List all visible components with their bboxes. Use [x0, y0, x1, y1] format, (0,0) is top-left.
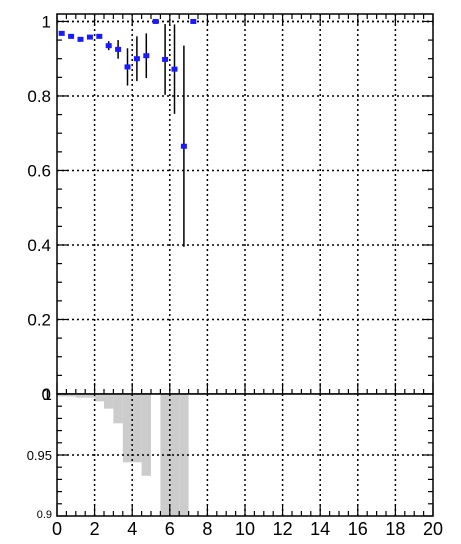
x-tick-label: 12 — [273, 519, 293, 539]
data-point — [152, 18, 159, 24]
shaded-bin — [66, 394, 76, 397]
shaded-bin — [122, 394, 133, 463]
x-tick-label: 2 — [90, 519, 100, 539]
y-tick-label: 0.9 — [37, 509, 52, 521]
shaded-bin — [132, 394, 142, 463]
data-point — [143, 53, 150, 59]
shaded-bin — [75, 394, 86, 398]
shaded-bin — [169, 394, 180, 516]
data-point — [180, 143, 187, 149]
bottom-plot-frame — [56, 393, 434, 517]
shaded-bin — [57, 394, 67, 397]
y-tick-label: 1 — [43, 385, 52, 404]
x-tick-label: 6 — [165, 519, 175, 539]
y-tick-label: 0.6 — [27, 161, 51, 180]
shaded-bin — [85, 394, 95, 398]
x-tick-label: 18 — [385, 519, 405, 539]
data-point — [96, 33, 103, 39]
data-point — [68, 33, 75, 39]
shaded-bin — [94, 394, 104, 402]
x-tick-label: 20 — [423, 519, 443, 539]
x-tick-label: 16 — [348, 519, 368, 539]
x-tick-label: 10 — [235, 519, 255, 539]
data-point — [162, 56, 169, 62]
x-tick-label: 8 — [202, 519, 212, 539]
data-point — [105, 43, 112, 49]
y-tick-label: 0.4 — [27, 236, 51, 255]
shaded-bin — [160, 394, 170, 516]
data-point — [86, 34, 93, 40]
x-tick-label: 4 — [127, 519, 137, 539]
top-panel: 0 0.2 0.4 0.6 0.8 1 — [27, 12, 434, 404]
data-point — [171, 66, 178, 72]
x-tick-label: 0 — [52, 519, 62, 539]
shaded-bin — [113, 394, 123, 424]
y-tick-label: 0.95 — [27, 448, 52, 463]
bottom-panel: 0.9 0.95 1 0 2 4 6 8 10 12 14 16 18 20 — [27, 385, 443, 539]
data-point — [115, 46, 122, 52]
y-tick-label: 0.8 — [27, 87, 51, 106]
data-point — [58, 30, 65, 36]
data-point — [124, 64, 131, 70]
data-point — [133, 56, 140, 62]
shaded-bin — [141, 394, 151, 476]
y-tick-label: 1 — [42, 12, 51, 31]
shaded-bin — [104, 394, 114, 409]
data-point — [77, 36, 84, 42]
data-point — [190, 18, 197, 24]
x-tick-label: 14 — [310, 519, 330, 539]
y-tick-label: 0.2 — [27, 310, 51, 329]
y-tick-label: 0 — [42, 385, 51, 404]
